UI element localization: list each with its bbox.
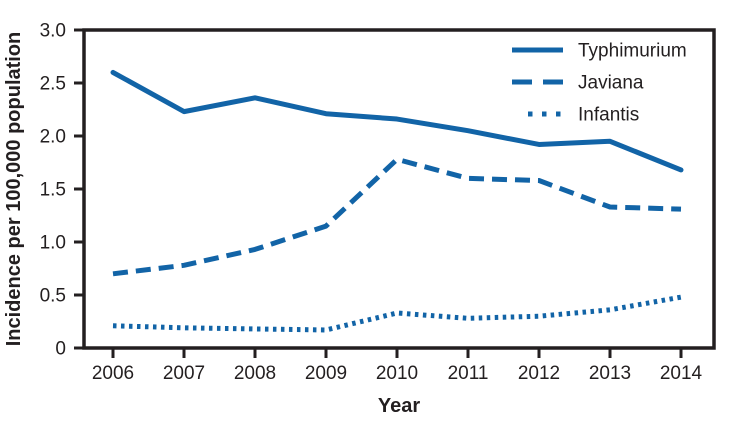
x-tick-label: 2011	[448, 363, 489, 384]
x-tick-label: 2007	[163, 363, 205, 384]
legend-label-javiana: Javiana	[578, 73, 644, 94]
y-tick-label: 0.5	[40, 286, 66, 307]
y-tick-label: 2.0	[40, 127, 66, 148]
legend-label-typhimurium: Typhimurium	[578, 41, 687, 62]
series-line-javiana	[112, 156, 682, 277]
x-axis-title: Year	[378, 395, 420, 417]
axis-tick-layer: 0 0.5 1.0 1.5 2.0 2.5 3.0 2006 2007 2008 2009 2010 2…	[40, 21, 703, 385]
x-tick-label: 2012	[518, 363, 560, 384]
y-axis-title: Incidence per 100,000 population	[3, 32, 25, 347]
y-tick-label: 3.0	[40, 21, 66, 42]
x-tick-label: 2009	[305, 363, 347, 384]
series-line-typhimurium	[110, 69, 684, 173]
y-tick-label: 1.0	[40, 233, 66, 254]
x-tick-label: 2010	[376, 363, 418, 384]
data-series-layer	[110, 69, 684, 333]
y-tick-label: 0	[55, 339, 66, 360]
legend: Typhimurium Javiana Infantis	[512, 41, 687, 126]
x-tick-label: 2008	[234, 363, 276, 384]
x-tick-label: 2006	[92, 363, 134, 384]
y-tick-label: 1.5	[40, 180, 66, 201]
legend-label-infantis: Infantis	[578, 105, 639, 126]
x-tick-label: 2013	[589, 363, 631, 384]
y-tick-label: 2.5	[40, 74, 66, 95]
series-line-infantis	[112, 294, 682, 333]
x-tick-label: 2014	[660, 363, 703, 384]
